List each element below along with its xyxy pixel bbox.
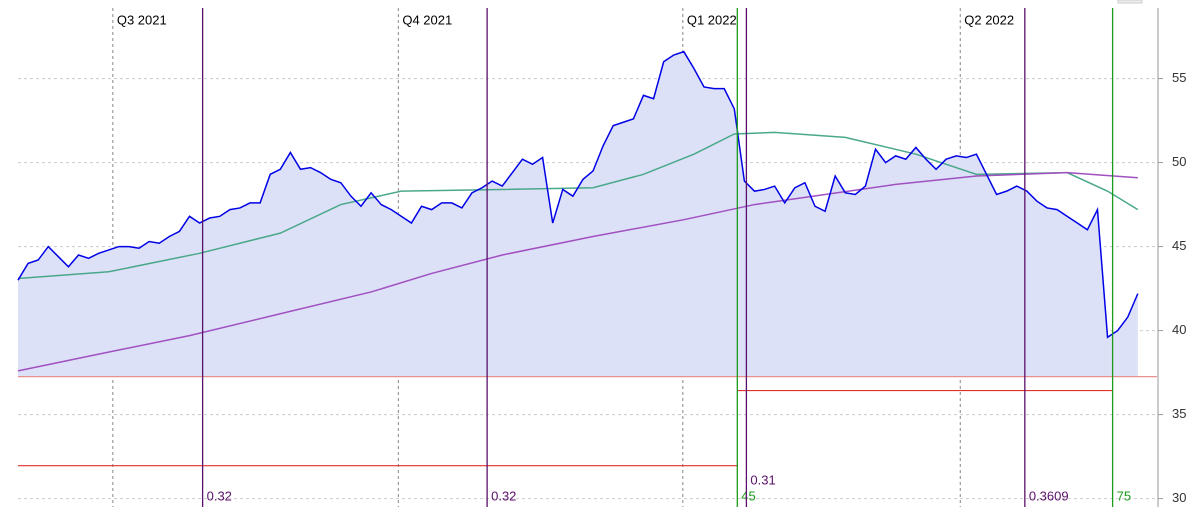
quarter-label: Q1 2022	[687, 12, 737, 27]
y-tick-label: 30	[1172, 490, 1186, 505]
event-label: 0.32	[207, 488, 232, 503]
price-line	[17, 50, 1139, 339]
moving-average	[17, 131, 1139, 280]
price-area	[18, 51, 1138, 377]
quarter-label: Q4 2021	[402, 12, 452, 27]
quarter-label: Q3 2021	[117, 12, 167, 27]
event-label: 0.3609	[1029, 488, 1069, 503]
quarter-label: Q2 2022	[964, 12, 1014, 27]
toolbar-stub	[1117, 0, 1143, 4]
event-label: 0.32	[491, 488, 516, 503]
event-label: 45	[741, 488, 755, 503]
y-tick-label: 35	[1172, 406, 1186, 421]
y-tick-label: 45	[1172, 238, 1186, 253]
y-tick-label: 40	[1172, 322, 1186, 337]
y-tick-label: 50	[1172, 154, 1186, 169]
event-label: 0.31	[750, 472, 775, 487]
y-tick-label: 55	[1172, 70, 1186, 85]
moving-average	[17, 171, 1138, 372]
event-label: 75	[1117, 488, 1131, 503]
